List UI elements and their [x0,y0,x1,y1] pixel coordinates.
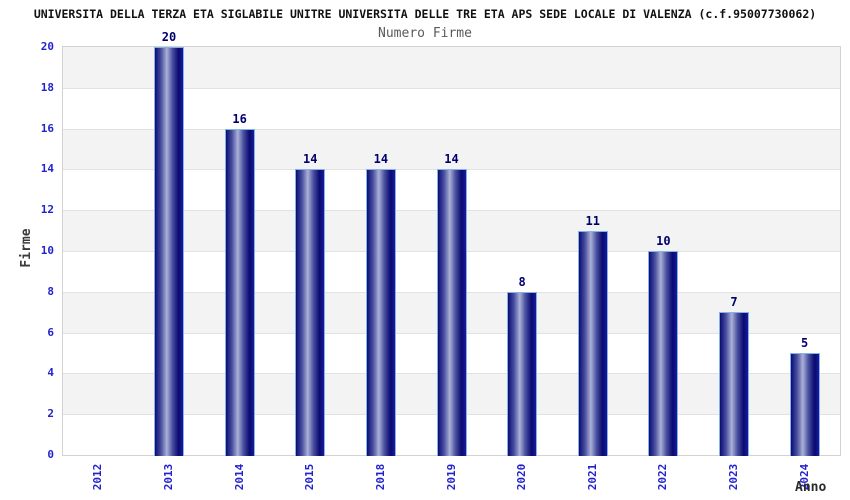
y-tick-label: 20 [40,40,54,53]
y-tick-label: 6 [47,325,54,339]
y-tick-label: 0 [47,448,54,461]
x-tick-label: 2012 [91,463,105,491]
bar-value-label: 16 [232,111,247,126]
bar [507,291,538,456]
grid-band [63,87,840,129]
x-tick-label: 2020 [515,463,529,491]
x-tick-label: 2021 [585,463,599,491]
grid-band [63,128,840,170]
bar [365,169,396,456]
bar-value-label: 5 [801,336,809,350]
bar [719,312,750,456]
y-tick-label: 2 [47,407,54,421]
y-axis-label: Firme [19,228,34,268]
x-tick-label: 2023 [727,463,741,491]
gridline [63,128,840,130]
y-tick-label: 18 [40,80,54,94]
bar-value-label: 10 [656,234,671,248]
bar-value-label: 7 [730,295,738,310]
bar [577,230,608,456]
y-tick-label: 16 [40,121,54,135]
x-tick-label: 2022 [656,463,670,491]
bar [648,251,679,456]
bar [295,169,326,456]
y-tick-label: 14 [40,162,54,176]
x-tick-label: 2014 [232,463,246,491]
bar-value-label: 20 [161,30,177,44]
y-tick-label: 8 [47,284,54,298]
bar-value-label: 14 [444,152,459,167]
y-tick-label: 10 [40,244,54,257]
chart-title: UNIVERSITA DELLA TERZA ETA SIGLABILE UNI… [33,7,817,21]
x-tick-label: 2015 [303,463,317,491]
x-axis-label: Anno [795,480,827,495]
bar-value-label: 14 [302,152,318,167]
grid-band [63,47,840,88]
y-tick-label: 12 [40,203,54,217]
gridline [63,87,840,89]
bar [224,128,255,456]
chart-subtitle: Numero Firme [378,26,472,41]
plot-area [62,46,841,456]
x-tick-label: 2019 [444,463,458,491]
y-tick-label: 4 [47,366,54,380]
bar-value-label: 11 [585,213,600,228]
bar [436,169,467,456]
bar-value-label: 8 [518,274,526,289]
bar [153,47,184,456]
bar [789,353,820,456]
x-tick-label: 2018 [373,463,387,491]
x-tick-label: 2013 [161,463,175,491]
bar-value-label: 14 [373,152,389,167]
